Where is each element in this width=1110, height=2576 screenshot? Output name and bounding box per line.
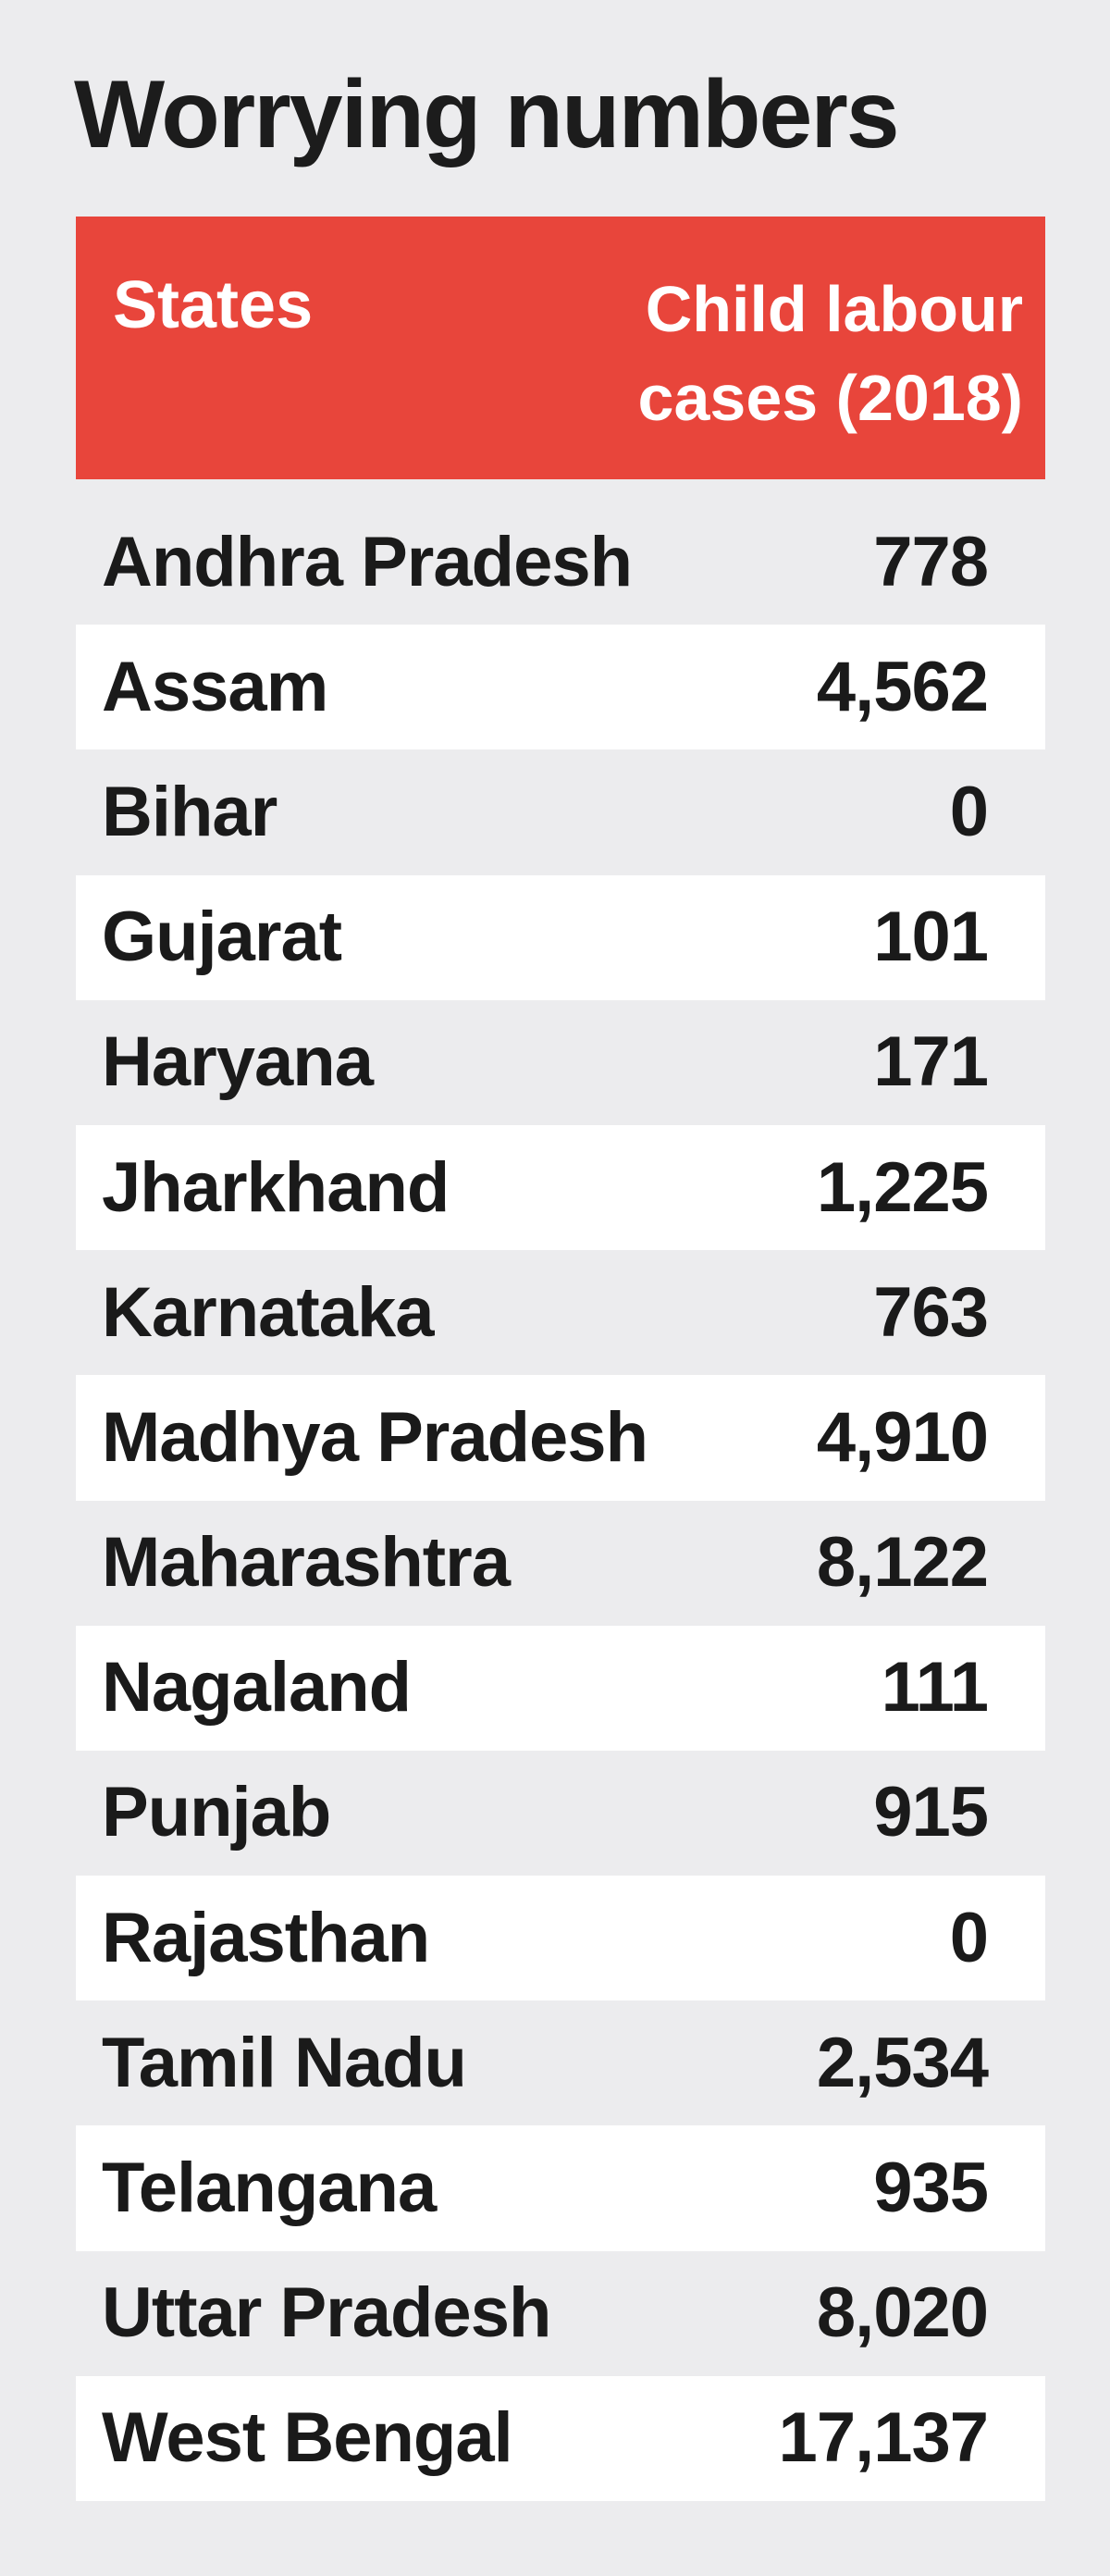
child-labour-cases-value: 2,534: [816, 2023, 989, 2102]
column-header-states: States: [113, 268, 314, 342]
table-row: Punjab 915: [76, 1751, 1045, 1876]
table-body: Andhra Pradesh 778 Assam 4,562 Bihar 0 Gujarat…: [76, 500, 1045, 2501]
child-labour-cases-value: 171: [873, 1022, 989, 1102]
table-row: Jharkhand 1,225: [76, 1124, 1045, 1251]
state-name: Telangana: [102, 2149, 437, 2228]
table-header: States Child labour cases (2018): [76, 217, 1045, 479]
state-name: Uttar Pradesh: [102, 2273, 551, 2353]
state-name: Jharkhand: [102, 1147, 450, 1227]
child-labour-cases-value: 0: [949, 1898, 989, 1977]
state-name: Andhra Pradesh: [102, 522, 633, 601]
table-row: Bihar 0: [76, 749, 1045, 874]
table-row: Haryana 171: [76, 1000, 1045, 1125]
child-labour-cases-value: 935: [873, 2149, 989, 2228]
state-name: Gujarat: [102, 898, 342, 977]
state-name: Bihar: [102, 772, 278, 851]
table-row: Nagaland 111: [76, 1625, 1045, 1751]
state-name: Tamil Nadu: [102, 2023, 467, 2102]
child-labour-cases-value: 4,562: [816, 647, 989, 726]
child-labour-cases-value: 17,137: [778, 2398, 989, 2478]
table-row: Andhra Pradesh 778: [76, 500, 1045, 625]
state-name: Punjab: [102, 1773, 331, 1852]
state-name: Haryana: [102, 1022, 374, 1102]
child-labour-cases-value: 763: [873, 1272, 989, 1352]
state-name: Assam: [102, 647, 328, 726]
child-labour-cases-value: 0: [949, 772, 989, 851]
child-labour-cases-value: 101: [873, 898, 989, 977]
table-row: Rajasthan 0: [76, 1876, 1045, 2001]
table-row: West Bengal 17,137: [76, 2375, 1045, 2501]
chart-title: Worrying numbers: [74, 61, 900, 168]
child-labour-cases-value: 915: [873, 1773, 989, 1852]
table-row: Gujarat 101: [76, 874, 1045, 1000]
column-header-child-labour-cases: Child labour cases (2018): [637, 273, 1023, 434]
child-labour-cases-value: 778: [873, 522, 989, 601]
table-row: Uttar Pradesh 8,020: [76, 2251, 1045, 2376]
child-labour-cases-value: 4,910: [816, 1397, 989, 1477]
state-name: Rajasthan: [102, 1898, 430, 1977]
table-row: Assam 4,562: [76, 625, 1045, 750]
child-labour-cases-value: 1,225: [816, 1147, 989, 1227]
table-row: Telangana 935: [76, 2125, 1045, 2251]
table-row: Karnataka 763: [76, 1250, 1045, 1375]
table-row: Madhya Pradesh 4,910: [76, 1375, 1045, 1501]
state-name: Karnataka: [102, 1272, 435, 1352]
child-labour-cases-value: 111: [881, 1648, 989, 1728]
child-labour-cases-value: 8,020: [816, 2273, 989, 2353]
table-row: Maharashtra 8,122: [76, 1501, 1045, 1626]
state-name: West Bengal: [102, 2398, 513, 2478]
state-name: Nagaland: [102, 1648, 412, 1728]
state-name: Maharashtra: [102, 1523, 511, 1603]
state-name: Madhya Pradesh: [102, 1397, 648, 1477]
table-row: Tamil Nadu 2,534: [76, 2000, 1045, 2125]
child-labour-cases-value: 8,122: [816, 1523, 989, 1603]
